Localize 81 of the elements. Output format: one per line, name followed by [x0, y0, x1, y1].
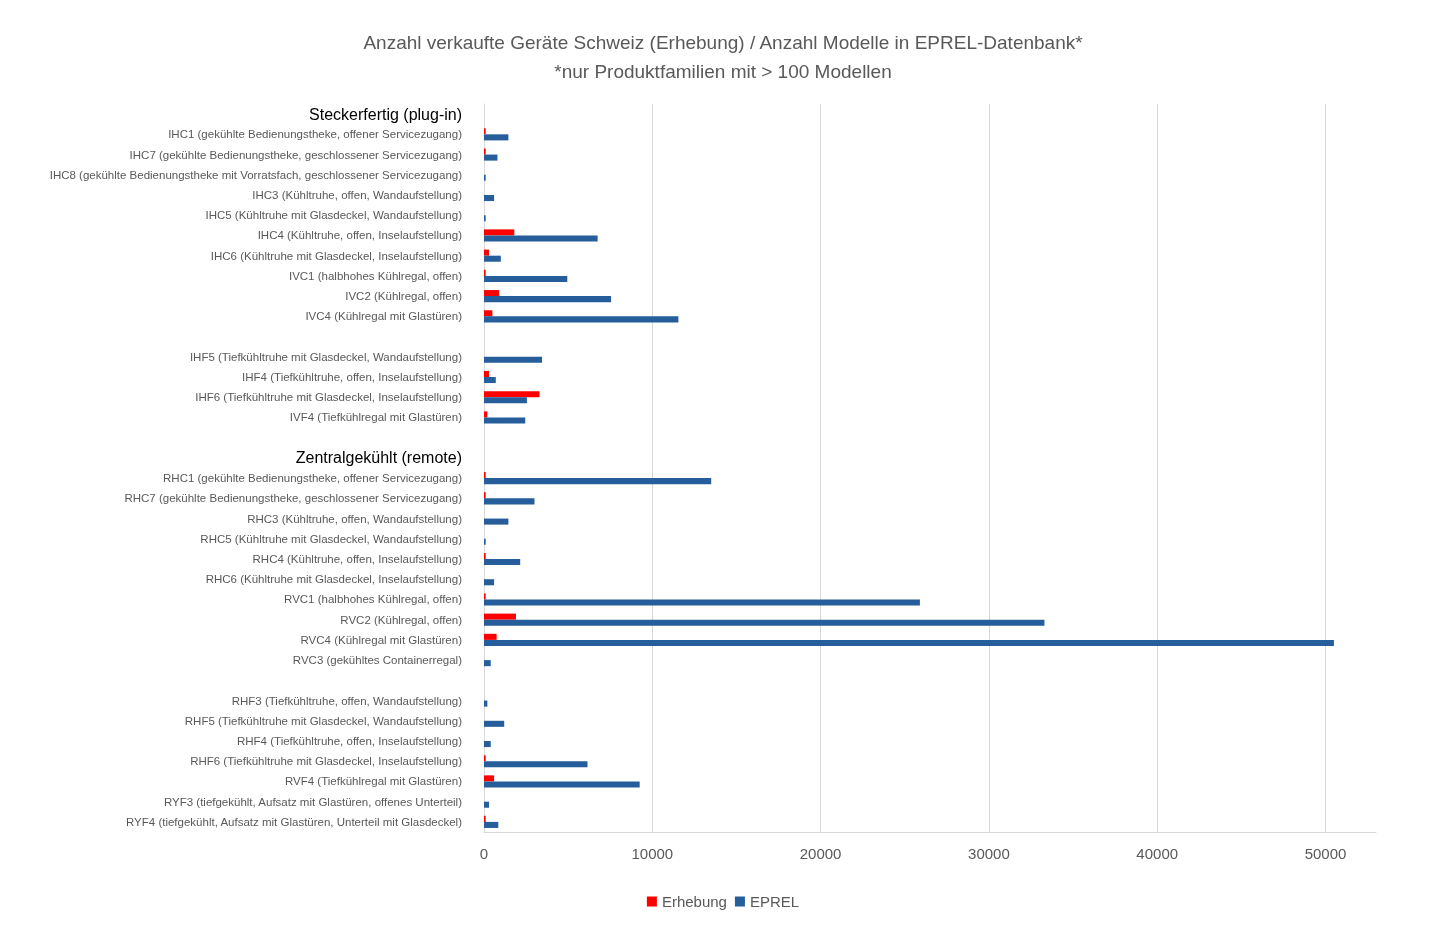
y-tick-label: RYF3 (tiefgekühlt, Aufsatz mit Glastüren, offenes Unterteil): [163, 795, 463, 808]
bar: [484, 296, 612, 303]
bar: [484, 310, 493, 317]
y-tick-label: Steckerfertig (plug-in): [309, 105, 462, 123]
bar: [484, 619, 1045, 626]
bar: [484, 613, 516, 620]
y-tick-label: Zentralgekühlt (remote): [295, 449, 462, 467]
y-tick-label: IHC8 (gekühlte Bedienungstheke mit Vorratsfach, geschlossener Servicezugang): [49, 168, 463, 181]
chart-title: Anzahl verkaufte Geräte Schweiz (Erhebung) / Anzahl Modelle in EPREL-Datenbank*: [363, 32, 1084, 53]
y-tick-label: IVC1 (halbhohes Kühlregal, offen): [288, 269, 463, 282]
legend-label: Erhebung: [661, 893, 727, 910]
bar: [484, 134, 509, 141]
y-tick-label: RHC6 (Kühltruhe mit Glasdeckel, Inselaufstellung): [205, 573, 463, 586]
bar: [484, 195, 495, 202]
bar: [484, 639, 1334, 646]
y-tick-label: RHC1 (gekühlte Bedienungstheke, offener Servicezugang): [163, 472, 463, 485]
bar: [484, 700, 488, 707]
bar: [484, 290, 500, 297]
y-tick-label: IVF4 (Tiefkühlregal mit Glastüren): [289, 411, 463, 424]
bar: [484, 154, 498, 161]
bar: [484, 821, 499, 828]
bar: [484, 417, 526, 424]
bar: [484, 356, 543, 363]
bar: [484, 316, 679, 323]
bar: [484, 801, 490, 808]
bar: [484, 579, 495, 586]
bar: [484, 775, 495, 782]
legend-label: EPREL: [749, 893, 800, 910]
bar: [484, 255, 501, 262]
bar: [484, 391, 540, 398]
y-tick-label: IHC4 (Kühltruhe, offen, Inselaufstellung): [257, 229, 463, 242]
y-tick-label: RHF4 (Tiefkühltruhe, offen, Inselaufstellung): [236, 735, 463, 747]
y-tick-label: RVC3 (gekühltes Containerregal): [292, 654, 463, 667]
y-tick-label: IHC5 (Kühltruhe mit Glasdeckel, Wandaufstellung): [205, 209, 463, 222]
x-tick-label: 10000: [631, 845, 674, 862]
y-tick-label: RYF4 (tiefgekühlt, Aufsatz mit Glastüren, Unterteil mit Glasdeckel): [126, 815, 463, 828]
x-tick-label: 0: [479, 845, 489, 862]
y-tick-label: IVC4 (Kühlregal mit Glastüren): [305, 310, 463, 323]
y-tick-label: IVC2 (Kühlregal, offen): [345, 290, 463, 303]
y-tick-label: RVF4 (Tiefkühlregal mit Glastüren): [284, 775, 463, 788]
bar: [484, 761, 588, 768]
y-tick-label: RHF3 (Tiefkühltruhe, offen, Wandaufstellung): [231, 694, 463, 707]
bar: [484, 498, 535, 505]
y-tick-label: RHC7 (gekühlte Bedienungstheke, geschlossener Servicezugang): [124, 492, 463, 505]
y-tick-label: RHF5 (Tiefkühltruhe mit Glasdeckel, Wandaufstellung): [184, 714, 463, 727]
y-tick-label: IHC6 (Kühltruhe mit Glasdeckel, Inselaufstellung): [210, 249, 463, 262]
bar: [484, 633, 497, 640]
bar: [484, 411, 488, 418]
y-tick-label: RVC4 (Kühlregal mit Glastüren): [300, 633, 463, 646]
bar: [484, 275, 568, 282]
bar: [484, 478, 712, 485]
y-tick-label: RVC2 (Kühlregal, offen): [340, 613, 463, 626]
y-tick-label: RHC4 (Kühltruhe, offen, Inselaufstellung): [252, 553, 463, 565]
y-tick-label: IHF4 (Tiefkühltruhe, offen, Inselaufstellung): [242, 371, 463, 383]
y-tick-label: RHC3 (Kühltruhe, offen, Wandaufstellung): [247, 512, 463, 525]
bar: [484, 235, 598, 242]
y-tick-label: RHC5 (Kühltruhe mit Glasdeckel, Wandaufstellung): [200, 532, 463, 545]
y-tick-label: RVC1 (halbhohes Kühlregal, offen): [284, 593, 463, 606]
bar: [484, 720, 505, 727]
bar: [484, 599, 920, 606]
bar: [484, 377, 496, 384]
bar: [484, 249, 490, 256]
y-tick-label: IHC1 (gekühlte Bedienungstheke, offener Servicezugang): [168, 128, 463, 141]
y-tick-label: IHC3 (Kühltruhe, offen, Wandaufstellung): [252, 189, 463, 201]
bar: [484, 660, 491, 667]
bar: [484, 559, 521, 566]
x-tick-label: 30000: [968, 845, 1010, 862]
chart-subtitle: *nur Produktfamilien mit > 100 Modellen: [554, 61, 892, 82]
bar: [484, 518, 509, 525]
x-tick-label: 20000: [799, 845, 842, 862]
bar: [484, 781, 640, 788]
y-tick-label: IHC7 (gekühlte Bedienungstheke, geschlossener Servicezugang): [129, 148, 463, 161]
bar: [484, 741, 491, 748]
y-tick-label: IHF5 (Tiefkühltruhe mit Glasdeckel, Wandaufstellung): [189, 350, 463, 363]
x-tick-label: 40000: [1136, 845, 1179, 862]
bar: [484, 229, 515, 236]
x-tick-label: 50000: [1304, 845, 1347, 862]
y-tick-label: IHF6 (Tiefkühltruhe mit Glasdeckel, Inselaufstellung): [195, 391, 463, 404]
bar: [484, 370, 490, 377]
bar: [484, 397, 527, 404]
y-tick-label: RHF6 (Tiefkühltruhe mit Glasdeckel, Inselaufstellung): [190, 755, 463, 768]
